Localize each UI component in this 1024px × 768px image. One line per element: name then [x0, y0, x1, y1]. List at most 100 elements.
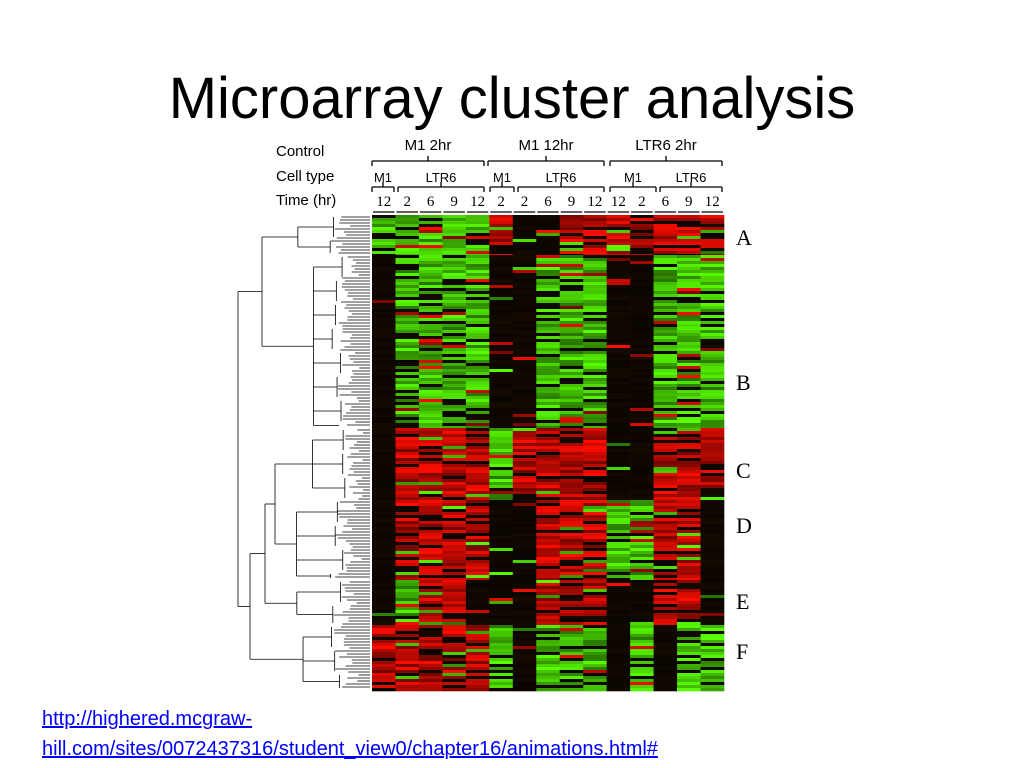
- heatmap-cell: [395, 354, 420, 358]
- heatmap-cell: [489, 405, 514, 409]
- heatmap-cell: [465, 303, 490, 307]
- heatmap-cell: [442, 536, 467, 540]
- heatmap-cell: [536, 586, 561, 590]
- heatmap-cell: [606, 446, 631, 450]
- heatmap-cell: [536, 578, 561, 582]
- heatmap-cell: [559, 434, 584, 438]
- heatmap-cell: [418, 536, 443, 540]
- heatmap-cell: [489, 533, 514, 537]
- heatmap-cell: [583, 655, 607, 659]
- heatmap-cell: [559, 366, 584, 370]
- heatmap-cell: [418, 578, 443, 582]
- heatmap-cell: [465, 455, 490, 459]
- time-label: 6: [427, 194, 435, 210]
- heatmap-cell: [700, 634, 725, 638]
- heatmap-cell: [442, 578, 467, 582]
- heatmap-cell: [442, 527, 467, 531]
- heatmap-cell: [465, 294, 490, 298]
- heatmap-cell: [465, 215, 490, 219]
- heatmap-cell: [700, 297, 725, 301]
- heatmap-cell: [630, 351, 654, 355]
- heatmap-cell: [442, 563, 467, 567]
- heatmap-cell: [606, 572, 631, 576]
- heatmap-cell: [512, 592, 537, 596]
- heatmap-cell: [583, 622, 607, 626]
- source-link[interactable]: http://highered.mcgraw- hill.com/sites/0…: [42, 704, 658, 764]
- heatmap-cell: [559, 303, 584, 307]
- heatmap-cell: [536, 676, 561, 680]
- heatmap-cell: [442, 384, 467, 388]
- heatmap-cell: [465, 569, 490, 573]
- heatmap-cell: [418, 381, 443, 385]
- heatmap-cell: [418, 267, 443, 271]
- heatmap-cell: [583, 518, 607, 522]
- heatmap-cell: [606, 428, 631, 432]
- heatmap-cell: [465, 242, 490, 246]
- heatmap-cell: [465, 372, 490, 376]
- heatmap-cell: [630, 572, 654, 576]
- link-line[interactable]: http://highered.mcgraw-: [42, 708, 253, 730]
- heatmap-cell: [395, 572, 420, 576]
- heatmap-cell: [559, 631, 584, 635]
- cluster-label: B: [736, 370, 751, 395]
- heatmap-cell: [536, 491, 561, 495]
- heatmap-cell: [372, 303, 396, 307]
- heatmap-cell: [653, 619, 678, 623]
- heatmap-cell: [700, 321, 725, 325]
- heatmap-cell: [536, 598, 561, 602]
- heatmap-cell: [418, 239, 443, 243]
- heatmap-cell: [606, 431, 631, 435]
- heatmap-cell: [418, 452, 443, 456]
- heatmap-cell: [559, 682, 584, 686]
- heatmap-cell: [677, 503, 701, 507]
- heatmap-cell: [465, 434, 490, 438]
- heatmap-cell: [442, 488, 467, 492]
- heatmap-cell: [395, 312, 420, 316]
- heatmap-cell: [442, 455, 467, 459]
- link-line[interactable]: hill.com/sites/0072437316/student_view0/…: [42, 738, 658, 760]
- heatmap-cell: [630, 670, 654, 674]
- heatmap-cell: [630, 381, 654, 385]
- heatmap-cell: [653, 327, 678, 331]
- heatmap-cell: [418, 402, 443, 406]
- heatmap-cell: [630, 227, 654, 231]
- heatmap-cell: [559, 554, 584, 558]
- heatmap-cell: [653, 300, 678, 304]
- heatmap-cell: [630, 321, 654, 325]
- heatmap-cell: [418, 476, 443, 480]
- heatmap-cell: [442, 399, 467, 403]
- heatmap-cell: [559, 345, 584, 349]
- heatmap-cell: [606, 327, 631, 331]
- heatmap-cell: [395, 455, 420, 459]
- heatmap-cell: [677, 470, 701, 474]
- heatmap-cell: [442, 276, 467, 280]
- heatmap-cell: [512, 458, 537, 462]
- heatmap-cell: [606, 512, 631, 516]
- time-label: 2: [638, 194, 646, 210]
- heatmap-cell: [583, 434, 607, 438]
- heatmap-cell: [677, 634, 701, 638]
- heatmap-cell: [653, 610, 678, 614]
- heatmap-cell: [489, 282, 514, 286]
- heatmap-cell: [489, 491, 514, 495]
- heatmap-cell: [536, 245, 561, 249]
- heatmap-cell: [418, 428, 443, 432]
- heatmap-cell: [700, 333, 725, 337]
- heatmap-cell: [700, 233, 725, 237]
- heatmap-cell: [653, 434, 678, 438]
- heatmap-cell: [677, 339, 701, 343]
- heatmap-cell: [630, 428, 654, 432]
- heatmap-cell: [677, 515, 701, 519]
- heatmap-cell: [700, 408, 725, 412]
- heatmap-cell: [630, 598, 654, 602]
- heatmap-cell: [653, 423, 678, 427]
- heatmap-cell: [465, 637, 490, 641]
- heatmap-cell: [512, 682, 537, 686]
- heatmap-cell: [583, 557, 607, 561]
- heatmap-cell: [653, 536, 678, 540]
- heatmap-cell: [465, 239, 490, 243]
- heatmap-cell: [653, 485, 678, 489]
- heatmap-cell: [372, 536, 396, 540]
- heatmap-cell: [606, 515, 631, 519]
- heatmap-cell: [700, 464, 725, 468]
